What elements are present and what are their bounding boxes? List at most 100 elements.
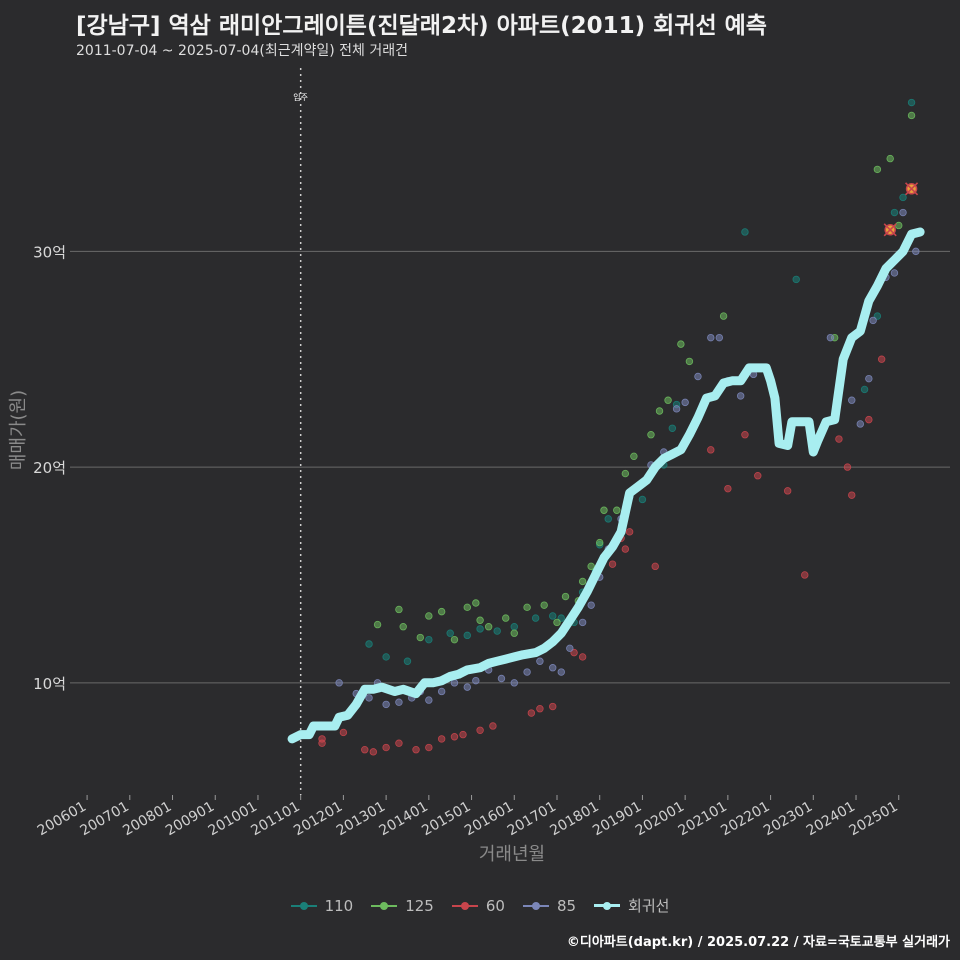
point-110 — [668, 424, 677, 432]
point-125 — [587, 562, 595, 571]
point-60 — [412, 745, 420, 754]
point-60 — [783, 487, 792, 495]
point-85 — [856, 420, 864, 428]
point-60 — [369, 748, 378, 756]
point-125 — [596, 538, 604, 547]
point-125 — [476, 616, 484, 624]
point-125 — [502, 614, 510, 622]
legend-label: 60 — [485, 896, 505, 915]
point-85 — [472, 676, 480, 685]
point-85 — [497, 674, 506, 683]
point-85 — [826, 333, 835, 342]
point-60 — [476, 726, 484, 734]
point-60 — [339, 728, 348, 737]
legend-label: 125 — [405, 896, 434, 915]
point-85 — [578, 618, 587, 627]
point-110 — [741, 228, 749, 236]
x-axis-ticks: 2006012007012008012009012010012011012012… — [35, 795, 901, 839]
point-110 — [557, 614, 565, 622]
point-125 — [613, 506, 621, 514]
point-60 — [724, 484, 732, 493]
point-125 — [425, 612, 433, 620]
legend-key-icon — [451, 899, 478, 913]
regression-line — [287, 227, 925, 744]
scatter-points — [318, 98, 920, 756]
point-110 — [899, 193, 907, 202]
legend-key-icon — [522, 899, 549, 913]
point-125 — [907, 111, 916, 120]
point-125 — [523, 603, 531, 612]
legend: 110 125 60 85 회귀선 — [0, 895, 960, 916]
point-60 — [450, 733, 459, 741]
point-125 — [719, 312, 728, 320]
highlight-cross — [904, 182, 919, 196]
point-125 — [450, 635, 459, 644]
point-110 — [463, 631, 471, 640]
point-125 — [472, 599, 480, 607]
x-axis-label: 거래년월 — [479, 844, 545, 865]
point-85 — [557, 668, 565, 676]
point-125 — [655, 407, 664, 415]
point-60 — [318, 739, 326, 747]
point-125 — [630, 452, 638, 461]
legend-key-icon — [371, 899, 398, 913]
legend-item-110: 110 — [290, 895, 353, 916]
point-110 — [792, 275, 800, 284]
point-60 — [625, 528, 634, 536]
point-60 — [843, 463, 852, 471]
point-110 — [531, 614, 540, 622]
point-85 — [425, 696, 433, 704]
legend-label: 85 — [556, 896, 577, 915]
highlight-markers — [883, 182, 919, 237]
point-85 — [382, 700, 390, 709]
y-tick-label: 10억 — [33, 675, 66, 693]
point-60 — [382, 743, 390, 752]
point-60 — [877, 355, 886, 363]
point-110 — [425, 635, 433, 644]
chart-title: [강남구] 역삼 래미안그레이튼(진달래2차) 아파트(2011) 회귀선 예측 — [76, 13, 767, 39]
point-60 — [536, 705, 544, 713]
y-tick-label: 20억 — [33, 459, 66, 477]
point-125 — [873, 165, 882, 174]
point-125 — [600, 506, 608, 514]
y-tick-label: 30억 — [33, 243, 66, 261]
point-60 — [651, 562, 659, 571]
y-axis-label: 매매가(원) — [8, 390, 29, 470]
point-60 — [621, 545, 630, 553]
point-125 — [621, 469, 630, 478]
point-60 — [527, 709, 536, 717]
point-85 — [869, 316, 877, 325]
point-85 — [587, 601, 595, 609]
point-125 — [553, 618, 561, 627]
point-85 — [736, 392, 745, 400]
point-110 — [510, 623, 518, 631]
legend-item-125: 125 — [371, 895, 434, 916]
point-125 — [463, 603, 471, 612]
highlight-cross — [883, 223, 897, 237]
point-85 — [536, 657, 544, 665]
point-85 — [912, 247, 920, 256]
point-125 — [578, 577, 587, 586]
point-60 — [865, 415, 873, 424]
point-85 — [681, 398, 689, 407]
point-110 — [382, 653, 390, 661]
point-60 — [489, 722, 497, 730]
point-60 — [549, 702, 557, 711]
point-85 — [899, 208, 907, 217]
point-85 — [437, 687, 446, 696]
point-125 — [437, 607, 446, 616]
chart-subtitle: 2011-07-04 ~ 2025-07-04(최근계약일) 전체 거래건 — [76, 43, 408, 59]
point-85 — [365, 694, 373, 702]
legend-key-icon — [594, 899, 621, 913]
point-85 — [865, 374, 873, 383]
point-85 — [549, 664, 557, 672]
point-85 — [715, 333, 724, 342]
point-85 — [672, 405, 681, 413]
point-110 — [873, 312, 882, 320]
point-60 — [754, 472, 762, 480]
point-125 — [399, 623, 407, 631]
point-125 — [664, 396, 672, 404]
point-125 — [373, 620, 382, 629]
point-60 — [741, 431, 749, 439]
legend-item-85: 85 — [522, 895, 577, 916]
